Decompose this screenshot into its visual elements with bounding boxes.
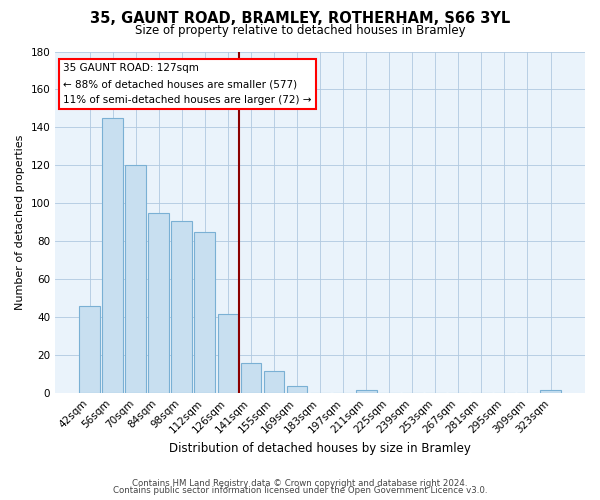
Bar: [125, 166, 146, 394]
Text: 35, GAUNT ROAD, BRAMLEY, ROTHERHAM, S66 3YL: 35, GAUNT ROAD, BRAMLEY, ROTHERHAM, S66 …: [90, 11, 510, 26]
Bar: [287, 386, 307, 394]
Bar: [194, 232, 215, 394]
Bar: [263, 370, 284, 394]
Bar: [218, 314, 238, 394]
Bar: [540, 390, 561, 394]
Bar: [79, 306, 100, 394]
Bar: [172, 220, 192, 394]
Bar: [102, 118, 123, 394]
Text: 35 GAUNT ROAD: 127sqm
← 88% of detached houses are smaller (577)
11% of semi-det: 35 GAUNT ROAD: 127sqm ← 88% of detached …: [63, 64, 311, 104]
Y-axis label: Number of detached properties: Number of detached properties: [15, 134, 25, 310]
Text: Contains HM Land Registry data © Crown copyright and database right 2024.: Contains HM Land Registry data © Crown c…: [132, 478, 468, 488]
Bar: [148, 213, 169, 394]
Bar: [356, 390, 377, 394]
X-axis label: Distribution of detached houses by size in Bramley: Distribution of detached houses by size …: [169, 442, 471, 455]
Text: Size of property relative to detached houses in Bramley: Size of property relative to detached ho…: [134, 24, 466, 37]
Text: Contains public sector information licensed under the Open Government Licence v3: Contains public sector information licen…: [113, 486, 487, 495]
Bar: [241, 363, 262, 394]
